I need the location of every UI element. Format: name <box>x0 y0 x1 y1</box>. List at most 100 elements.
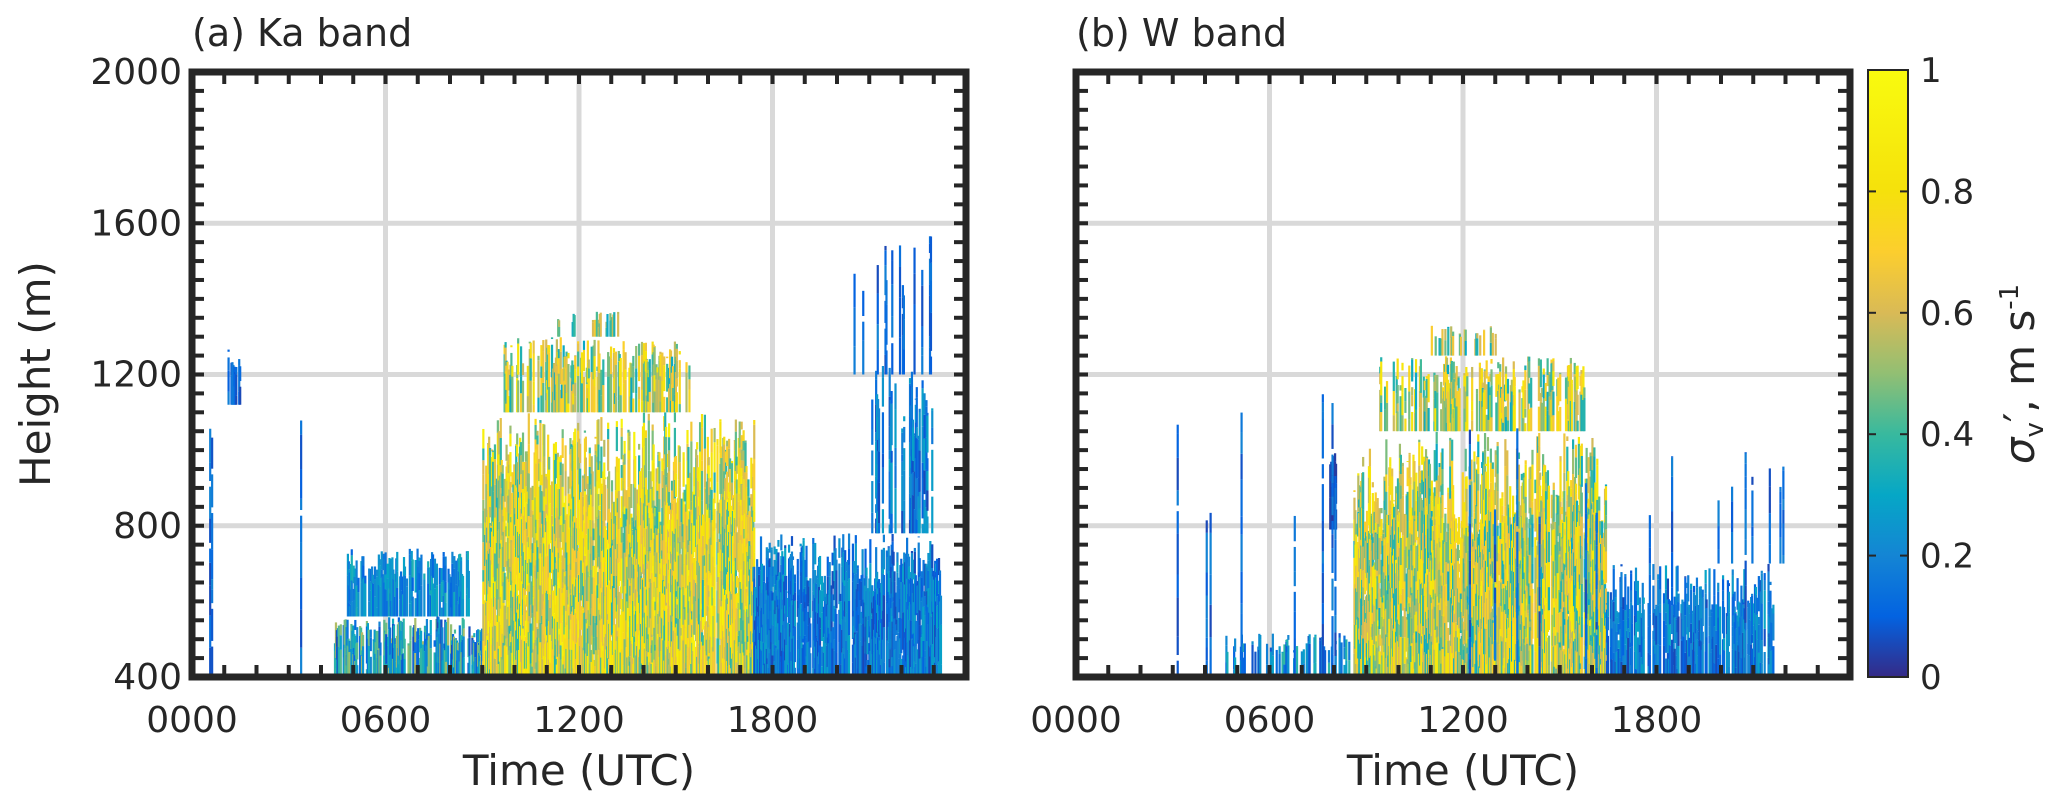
echo-cell <box>1362 587 1365 606</box>
echo-cell <box>1251 644 1254 677</box>
echo-cell <box>588 447 591 454</box>
echo-cell <box>670 356 674 373</box>
echo-cell <box>765 649 768 677</box>
echo-cell <box>700 460 704 471</box>
echo-cell <box>211 437 214 469</box>
echo-cell <box>522 631 526 642</box>
echo-cell <box>908 378 912 384</box>
echo-cell <box>678 446 681 463</box>
echo-cell <box>430 575 434 590</box>
echo-cell <box>921 388 924 427</box>
echo-cell <box>602 359 605 386</box>
echo-cell <box>756 597 759 618</box>
echo-cell <box>890 403 893 446</box>
echo-cell <box>348 640 351 653</box>
echo-cell <box>547 434 550 468</box>
echo-cell <box>549 608 552 635</box>
echo-cell <box>891 260 894 285</box>
echo-cell <box>557 358 560 374</box>
echo-cell <box>511 365 514 377</box>
echo-cell <box>420 585 423 617</box>
echo-cell <box>567 364 570 404</box>
echo-cell <box>900 558 903 582</box>
echo-cell <box>877 482 881 523</box>
echo-cell <box>818 628 822 646</box>
echo-cell <box>936 596 939 606</box>
echo-cell <box>402 557 406 576</box>
echo-cell <box>686 429 689 444</box>
echo-cell <box>531 485 534 501</box>
echo-cell <box>670 490 674 504</box>
echo-cell <box>543 511 546 538</box>
echo-cell <box>503 645 506 677</box>
echo-cell <box>352 625 355 637</box>
echo-cell <box>1353 490 1356 492</box>
echo-cell <box>435 629 438 640</box>
echo-cell <box>903 510 906 534</box>
echo-cell <box>455 584 458 605</box>
echo-cell <box>536 479 539 520</box>
echo-cell <box>1265 643 1269 665</box>
echo-cell <box>923 470 926 495</box>
echo-cell <box>353 568 356 577</box>
echo-cell <box>680 498 683 523</box>
echo-cell <box>922 606 925 642</box>
echo-cell <box>876 265 879 294</box>
echo-cell <box>403 566 407 576</box>
echo-cell <box>903 552 906 560</box>
echo-cell <box>527 498 530 517</box>
echo-cell <box>455 560 458 585</box>
echo-cell <box>871 399 874 430</box>
echo-cell <box>517 338 520 344</box>
echo-cell <box>373 566 377 580</box>
echo-cell <box>720 458 723 500</box>
echo-cell <box>896 562 899 573</box>
echo-cell <box>642 537 646 565</box>
echo-cell <box>753 578 756 589</box>
echo-cell <box>838 538 841 558</box>
echo-cell <box>727 572 730 599</box>
echo-cell <box>793 626 796 663</box>
echo-cell <box>600 417 603 419</box>
echo-cell <box>921 355 924 375</box>
echo-cell <box>402 618 405 648</box>
echo-cell <box>456 642 459 651</box>
panel-w-band: (b) W band 0000 0600 1200 1800 Time (UTC) <box>1030 11 1854 795</box>
echo-cell <box>675 596 678 605</box>
echo-cell <box>876 399 880 417</box>
echo-cell <box>926 490 929 511</box>
echo-cell <box>906 553 910 557</box>
echo-cell <box>1287 645 1290 677</box>
echo-cell <box>936 664 939 677</box>
echo-cell <box>820 612 824 641</box>
y-axis-label: Height (m) <box>11 261 60 487</box>
echo-cell <box>913 247 916 274</box>
echo-cell <box>609 374 613 413</box>
echo-cell <box>893 649 896 677</box>
echo-cell <box>591 319 595 323</box>
echo-cell <box>403 638 406 660</box>
echo-cell <box>346 619 349 646</box>
echo-cell <box>648 368 651 392</box>
echo-cell <box>1415 581 1418 599</box>
echo-cell <box>559 561 562 589</box>
echo-cell <box>740 499 743 536</box>
echo-cell <box>690 441 693 478</box>
echo-cell <box>678 541 681 554</box>
echo-cell <box>579 606 583 630</box>
echo-cell <box>519 393 523 413</box>
echo-cell <box>1287 635 1290 640</box>
echo-cell <box>911 427 915 461</box>
echo-cell <box>559 351 562 385</box>
echo-cell <box>913 547 916 552</box>
echo-cell <box>389 627 392 655</box>
echo-cell <box>918 491 921 509</box>
echo-cell <box>847 564 851 579</box>
echo-cell <box>708 596 711 625</box>
echo-cell <box>582 349 586 372</box>
echo-cell <box>756 559 759 567</box>
echo-cell <box>609 346 613 359</box>
echo-cell <box>891 563 894 572</box>
echo-cell <box>903 612 906 653</box>
